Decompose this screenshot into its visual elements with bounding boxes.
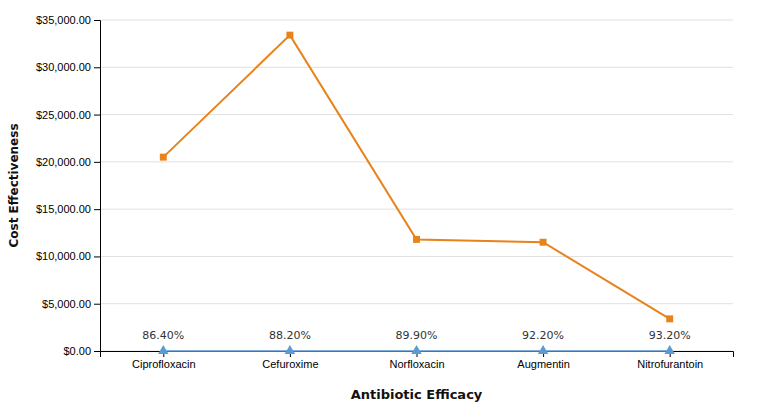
grid-line	[100, 20, 733, 21]
y-tick-label: $15,000.00	[36, 203, 91, 215]
grid-line	[100, 209, 733, 210]
y-tick-label: $30,000.00	[36, 61, 91, 73]
x-axis-title: Antibiotic Efficacy	[351, 387, 483, 402]
series-line	[163, 35, 669, 319]
y-tick-mark	[94, 162, 100, 163]
marker	[285, 345, 296, 354]
marks	[158, 32, 675, 354]
y-tick: $10,000.00	[36, 250, 100, 262]
grid	[100, 20, 733, 351]
y-tick: $35,000.00	[36, 14, 100, 26]
chart: $0.00 $5,000.00 $10,000.00 $15,000.00 $20,00…	[0, 0, 763, 413]
marker	[666, 315, 673, 322]
marker	[286, 32, 293, 39]
grid-line	[100, 256, 733, 257]
annotation: 88.20%	[269, 329, 311, 342]
y-tick: $0.00	[63, 345, 100, 357]
y-tick-label: $25,000.00	[36, 109, 91, 121]
y-tick-mark	[94, 20, 100, 21]
y-tick: $5,000.00	[42, 298, 100, 310]
x-tick-label: Norfloxacin	[389, 358, 444, 370]
y-tick: $15,000.00	[36, 203, 100, 215]
y-tick-mark	[94, 256, 100, 257]
y-tick-label: $0.00	[63, 345, 91, 357]
x-tick-label: Augmentin	[517, 358, 570, 370]
annotation: 86.40%	[142, 329, 184, 342]
marker	[411, 345, 422, 354]
annotation: 93.20%	[649, 329, 691, 342]
marker	[664, 345, 675, 354]
y-tick-mark	[94, 115, 100, 116]
y-tick-mark	[94, 351, 100, 352]
series-markers	[160, 32, 673, 323]
grid-line	[100, 303, 733, 304]
x-tick-label: Cefuroxime	[262, 358, 318, 370]
y-tick: $25,000.00	[36, 109, 100, 121]
y-tick-label: $10,000.00	[36, 250, 91, 262]
marker	[540, 239, 547, 246]
x-tick-label: Nitrofurantoin	[637, 358, 703, 370]
y-tick-label: $20,000.00	[36, 156, 91, 168]
grid-line	[100, 114, 733, 115]
annotation: 89.90%	[396, 329, 438, 342]
marker	[160, 154, 167, 161]
y-axis: $0.00 $5,000.00 $10,000.00 $15,000.00 $20,00…	[36, 14, 101, 357]
x-tick-label: Ciprofloxacin	[132, 358, 196, 370]
annotations: 86.40% 88.20% 89.90% 92.20% 93.20%	[142, 329, 690, 342]
marker	[413, 236, 420, 243]
plot: $0.00 $5,000.00 $10,000.00 $15,000.00 $20,00…	[36, 14, 734, 370]
y-tick: $20,000.00	[36, 156, 100, 168]
grid-line	[100, 161, 733, 162]
y-axis-line	[94, 21, 101, 352]
marker	[538, 345, 549, 354]
annotation: 92.20%	[522, 329, 564, 342]
y-tick-label: $5,000.00	[42, 298, 91, 310]
y-axis-title: Cost Effectiveness	[7, 123, 21, 247]
series-markers	[158, 345, 675, 354]
y-tick-label: $35,000.00	[36, 14, 91, 26]
grid-line	[100, 67, 733, 68]
marker	[158, 345, 169, 354]
y-tick: $30,000.00	[36, 61, 100, 73]
y-tick-mark	[94, 67, 100, 68]
y-tick-mark	[94, 304, 100, 305]
y-tick-mark	[94, 209, 100, 210]
